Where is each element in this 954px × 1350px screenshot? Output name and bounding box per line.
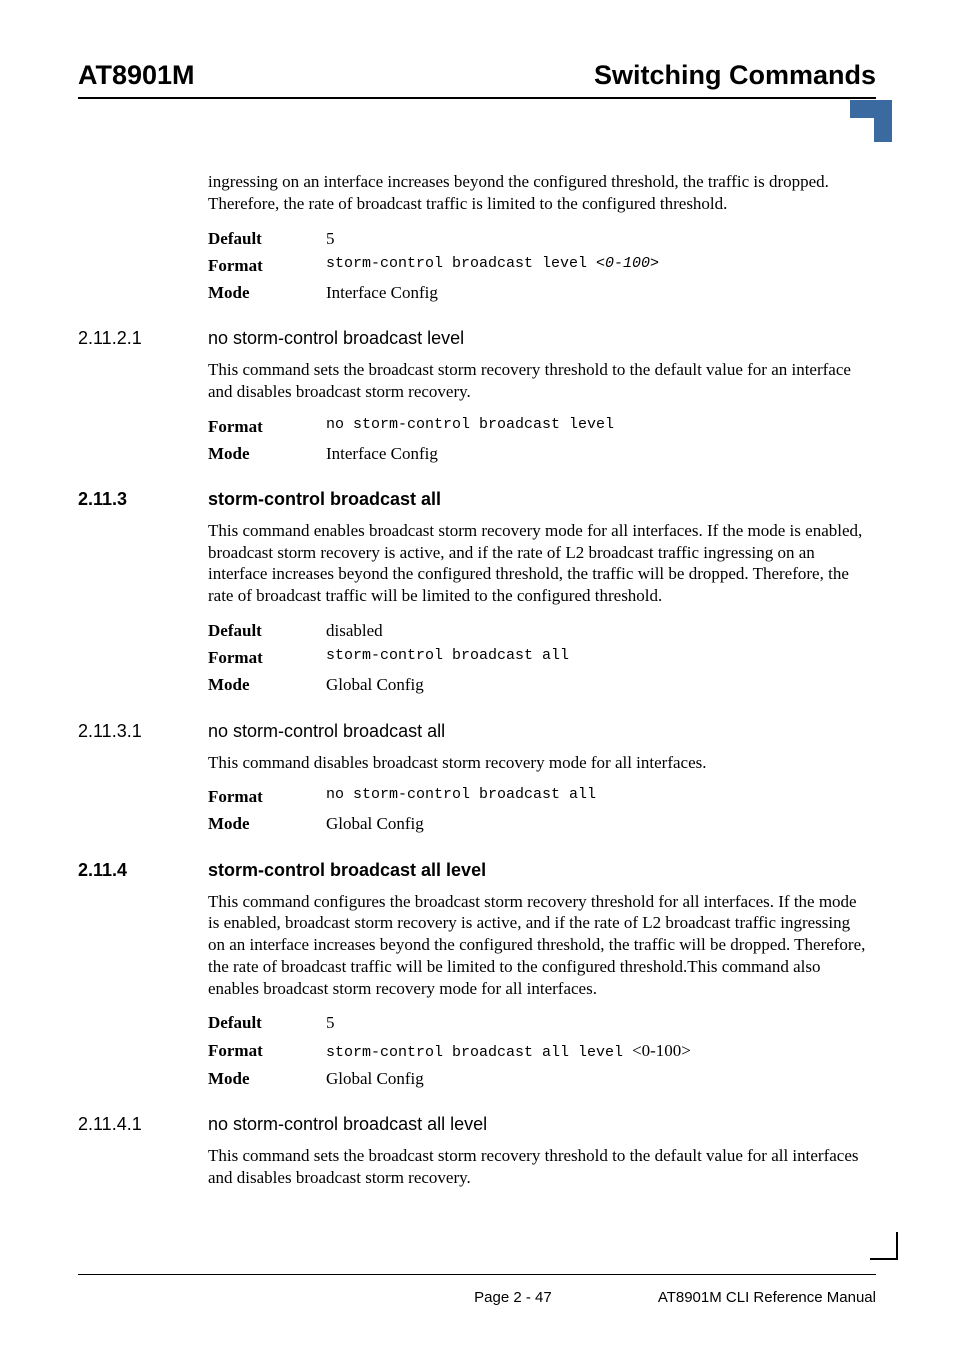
- format-cmd: storm-control broadcast all level: [326, 1044, 632, 1061]
- kv-key-format: Format: [208, 1037, 326, 1065]
- section-title: no storm-control broadcast all level: [208, 1114, 866, 1135]
- kv-key-default: Default: [208, 225, 326, 252]
- footer-manual-title: AT8901M CLI Reference Manual: [658, 1289, 876, 1306]
- section-heading: 2.11.4 storm-control broadcast all level: [78, 860, 866, 881]
- kv-format: Format storm-control broadcast all level…: [208, 1037, 866, 1065]
- kv-val-format: storm-control broadcast level <0-100>: [326, 252, 866, 279]
- section-title: no storm-control broadcast all: [208, 721, 866, 742]
- section-2-11-3-1: 2.11.3.1 no storm-control broadcast all …: [208, 721, 866, 838]
- kv-val-mode: Interface Config: [326, 440, 866, 467]
- section-2-11-3: 2.11.3 storm-control broadcast all This …: [208, 489, 866, 699]
- kv-key-format: Format: [208, 783, 326, 810]
- kv-key-mode: Mode: [208, 671, 326, 698]
- kv-val-mode: Global Config: [326, 671, 866, 698]
- kv-mode: Mode Interface Config: [208, 440, 866, 467]
- kv-format: Format storm-control broadcast level <0-…: [208, 252, 866, 279]
- section-title: no storm-control broadcast level: [208, 328, 866, 349]
- kv-format: Format storm-control broadcast all: [208, 644, 866, 671]
- kv-key-mode: Mode: [208, 279, 326, 306]
- kv-val-mode: Global Config: [326, 1065, 866, 1092]
- section-paragraph: This command sets the broadcast storm re…: [208, 359, 866, 403]
- section-paragraph: This command sets the broadcast storm re…: [208, 1145, 866, 1189]
- section-title: storm-control broadcast all: [208, 489, 866, 510]
- kv-key-mode: Mode: [208, 1065, 326, 1092]
- kv-key-mode: Mode: [208, 440, 326, 467]
- section-heading: 2.11.3 storm-control broadcast all: [78, 489, 866, 510]
- section-paragraph: This command configures the broadcast st…: [208, 891, 866, 1000]
- content: ingressing on an interface increases bey…: [208, 171, 866, 1188]
- kv-key-default: Default: [208, 1009, 326, 1036]
- kv-format: Format no storm-control broadcast all: [208, 783, 866, 810]
- section-2-11-4-1: 2.11.4.1 no storm-control broadcast all …: [208, 1114, 866, 1189]
- kv-mode: Mode Global Config: [208, 671, 866, 698]
- kv-key-mode: Mode: [208, 810, 326, 837]
- kv-format: Format no storm-control broadcast level: [208, 413, 866, 440]
- kv-val-format: storm-control broadcast all: [326, 644, 866, 671]
- kv-key-default: Default: [208, 617, 326, 644]
- section-2-11-4: 2.11.4 storm-control broadcast all level…: [208, 860, 866, 1092]
- footer-page-number: Page 2 - 47: [474, 1289, 552, 1306]
- section-number: 2.11.3: [78, 489, 208, 510]
- section-heading: 2.11.2.1 no storm-control broadcast leve…: [78, 328, 866, 349]
- kv-mode: Mode Global Config: [208, 1065, 866, 1092]
- section-heading: 2.11.4.1 no storm-control broadcast all …: [78, 1114, 866, 1135]
- section-2-11-2-1: 2.11.2.1 no storm-control broadcast leve…: [208, 328, 866, 467]
- kv-val-format: storm-control broadcast all level <0-100…: [326, 1037, 866, 1065]
- section-paragraph: This command enables broadcast storm rec…: [208, 520, 866, 607]
- kv-val-format: no storm-control broadcast level: [326, 413, 866, 440]
- intro-paragraph: ingressing on an interface increases bey…: [208, 171, 866, 215]
- kv-key-format: Format: [208, 413, 326, 440]
- kv-val-format: no storm-control broadcast all: [326, 783, 866, 810]
- crop-mark: [870, 1232, 898, 1260]
- header-left: AT8901M: [78, 60, 195, 91]
- section-number: 2.11.2.1: [78, 328, 208, 349]
- format-cmd: storm-control broadcast level: [326, 255, 596, 272]
- kv-val-mode: Global Config: [326, 810, 866, 837]
- section-title: storm-control broadcast all level: [208, 860, 866, 881]
- kv-val-mode: Interface Config: [326, 279, 866, 306]
- page-footer: Page 2 - 47 AT8901M CLI Reference Manual: [78, 1274, 876, 1306]
- header-right: Switching Commands: [594, 60, 876, 91]
- format-arg: <0-100>: [632, 1041, 691, 1060]
- kv-val-default: disabled: [326, 617, 866, 644]
- section-paragraph: This command disables broadcast storm re…: [208, 752, 866, 774]
- kv-default: Default disabled: [208, 617, 866, 644]
- section-number: 2.11.4.1: [78, 1114, 208, 1135]
- section-number: 2.11.4: [78, 860, 208, 881]
- section-number: 2.11.3.1: [78, 721, 208, 742]
- kv-default: Default 5: [208, 225, 866, 252]
- page: AT8901M Switching Commands ingressing on…: [0, 0, 954, 1350]
- format-arg: <0-100>: [596, 255, 659, 272]
- section-heading: 2.11.3.1 no storm-control broadcast all: [78, 721, 866, 742]
- kv-val-default: 5: [326, 1009, 866, 1036]
- kv-val-default: 5: [326, 225, 866, 252]
- kv-key-format: Format: [208, 644, 326, 671]
- page-header: AT8901M Switching Commands: [78, 60, 876, 99]
- kv-default: Default 5: [208, 1009, 866, 1036]
- kv-mode: Mode Global Config: [208, 810, 866, 837]
- corner-decoration: [844, 100, 892, 148]
- kv-key-format: Format: [208, 252, 326, 279]
- kv-mode: Mode Interface Config: [208, 279, 866, 306]
